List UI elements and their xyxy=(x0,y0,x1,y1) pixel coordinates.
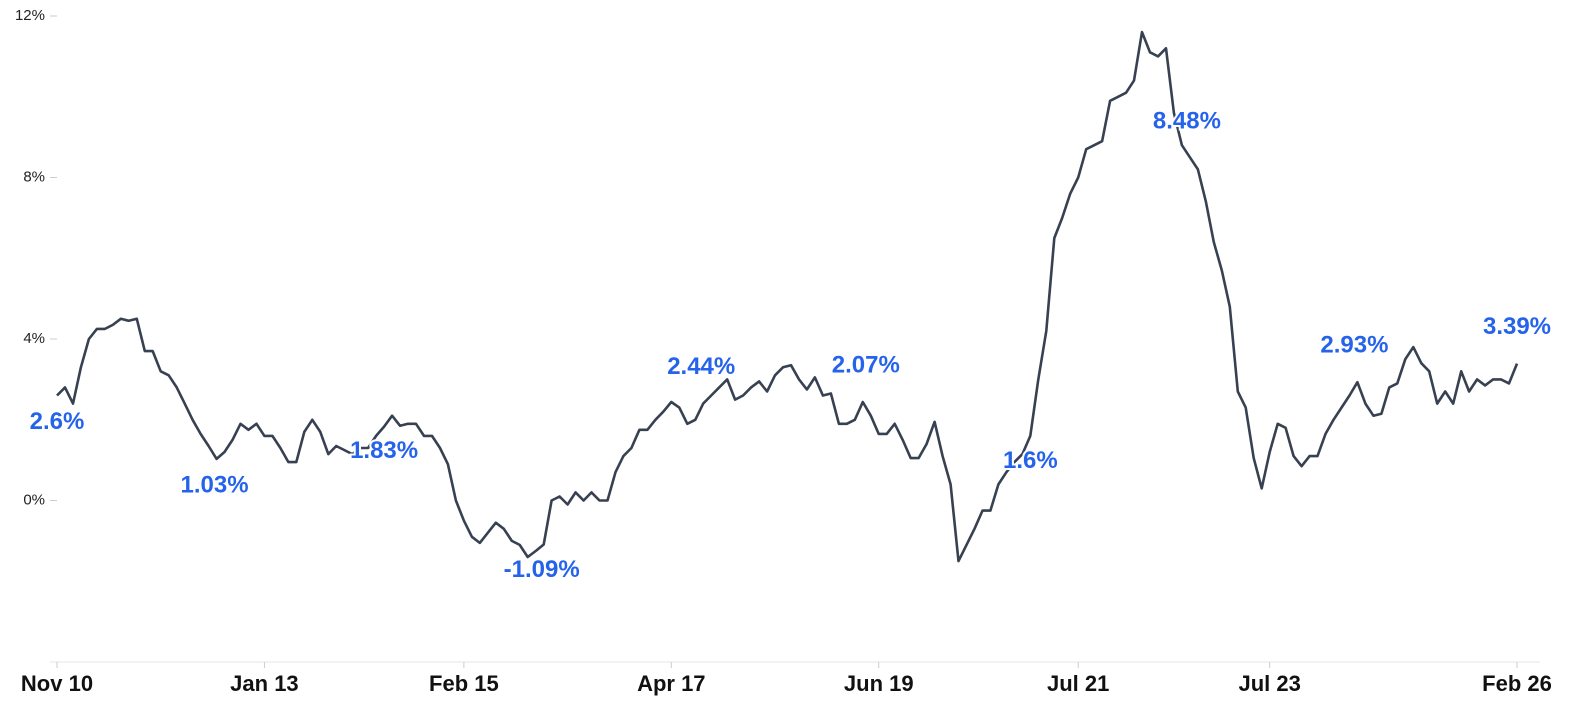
x-tick-label: Jul 21 xyxy=(1047,671,1109,696)
annotation: 3.39% xyxy=(1483,313,1551,340)
y-tick-label: 4% xyxy=(23,330,45,347)
y-tick-label: 8% xyxy=(23,168,45,185)
y-tick-label: 0% xyxy=(23,491,45,508)
x-tick-label: Apr 17 xyxy=(637,671,705,696)
annotation: 2.6% xyxy=(30,408,85,435)
annotation: -1.09% xyxy=(504,556,580,583)
annotation: 1.03% xyxy=(181,471,249,498)
annotation: 2.07% xyxy=(832,351,900,378)
annotation: 8.48% xyxy=(1153,108,1221,135)
annotation: 2.44% xyxy=(667,353,735,380)
y-tick-label: 12% xyxy=(15,7,45,24)
x-tick-label: Jul 23 xyxy=(1238,671,1300,696)
x-tick-label: Feb 26 xyxy=(1482,671,1552,696)
x-tick-label: Feb 15 xyxy=(429,671,499,696)
annotation: 2.93% xyxy=(1320,332,1388,359)
x-tick-label: Jan 13 xyxy=(230,671,299,696)
annotation: 1.6% xyxy=(1003,447,1058,474)
annotation: 1.83% xyxy=(350,437,418,464)
line xyxy=(56,30,1519,563)
x-tick-label: Nov 10 xyxy=(21,671,93,696)
x-tick-label: Jun 19 xyxy=(844,671,914,696)
